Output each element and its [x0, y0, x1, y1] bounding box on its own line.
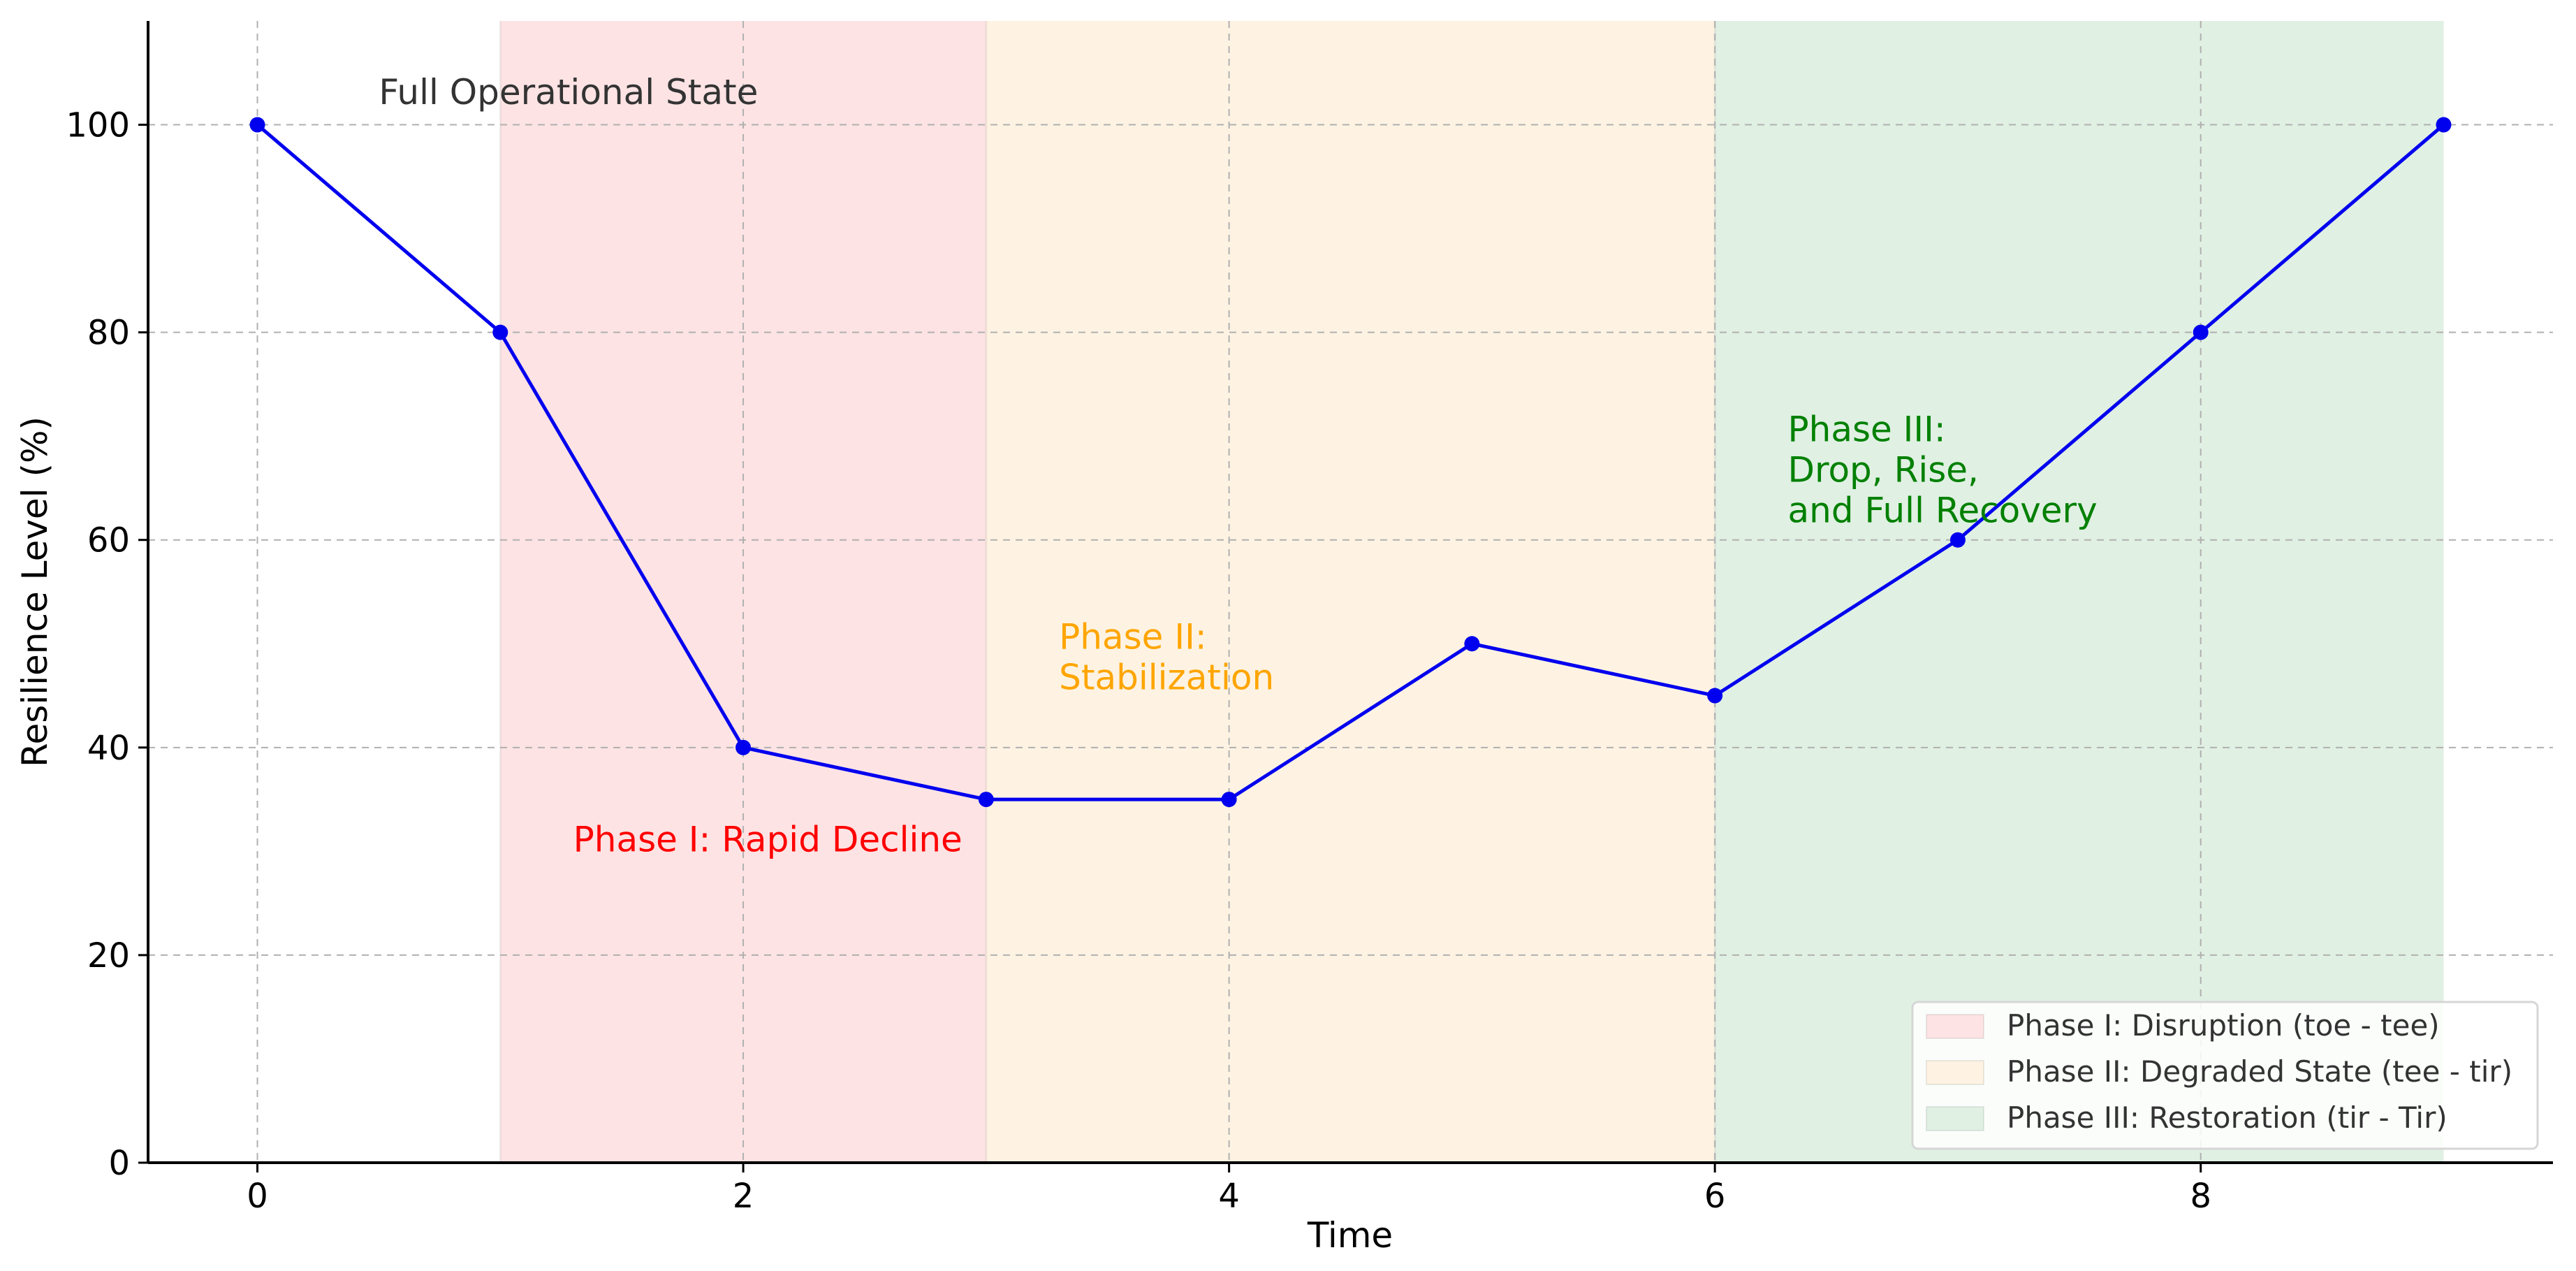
data-point — [492, 324, 508, 340]
data-point — [2436, 117, 2452, 133]
x-tick-label: 2 — [733, 1177, 754, 1216]
y-tick-label: 0 — [108, 1144, 130, 1183]
annotation-line: Full Operational State — [379, 72, 758, 112]
annotation-line: Phase III: — [1788, 409, 1946, 450]
annotation-label: Phase II: Stabilization — [1059, 617, 1274, 698]
annotation-label: Phase I: Rapid Decline — [573, 819, 963, 859]
legend-label: Phase I: Disruption (toe - tee) — [2007, 1008, 2440, 1043]
legend: Phase I: Disruption (toe - tee) Phase II:… — [1911, 1001, 2539, 1150]
annotation-line: Phase I: Rapid Decline — [573, 819, 963, 859]
data-point — [1221, 792, 1237, 808]
annotations: Full Operational State Phase I: Rapid Dec… — [379, 72, 2097, 860]
phase-band-2 — [986, 21, 1715, 1163]
y-tick-label: 20 — [87, 936, 130, 975]
x-tick-label: 0 — [247, 1177, 268, 1216]
series-line — [256, 123, 2445, 801]
data-point — [1707, 688, 1723, 704]
data-series — [249, 117, 2452, 808]
data-point — [736, 739, 752, 755]
axes — [147, 21, 2553, 1164]
x-tick-label: 6 — [1704, 1177, 1726, 1216]
annotation-label: Full Operational State — [379, 72, 758, 112]
x-tick-label: 4 — [1218, 1177, 1240, 1216]
y-tick-label: 100 — [66, 106, 130, 145]
y-tick-label: 60 — [87, 521, 130, 560]
data-point — [2193, 324, 2209, 340]
y-tick-label: 80 — [87, 314, 130, 353]
annotation-line: Drop, Rise, — [1788, 450, 1979, 491]
legend-label: Phase III: Restoration (tir - Tir) — [2007, 1101, 2447, 1135]
annotation-label: Phase III: Drop, Rise, and Full Recovery — [1788, 409, 2098, 531]
annotation-line: Phase II: — [1059, 617, 1207, 658]
phase-bands — [499, 21, 2444, 1163]
phase-band-3 — [1715, 21, 2444, 1163]
x-axis-label: Time — [1307, 1215, 1393, 1256]
x-tick-label: 8 — [2190, 1177, 2211, 1216]
y-axis-label: Resilience Level (%) — [15, 416, 55, 767]
data-point — [249, 117, 265, 133]
data-point — [1464, 636, 1480, 652]
legend-label: Phase II: Degraded State (tee - tir) — [2007, 1054, 2512, 1089]
annotation-line: Stabilization — [1059, 658, 1274, 698]
y-tick-label: 40 — [87, 729, 130, 768]
annotation-line: and Full Recovery — [1788, 491, 2098, 531]
data-point — [1949, 532, 1966, 548]
legend-swatch — [1926, 1060, 1984, 1085]
data-point — [978, 792, 994, 808]
legend-box — [1911, 1001, 2539, 1150]
legend-swatch — [1926, 1014, 1984, 1039]
legend-swatch — [1926, 1106, 1984, 1131]
